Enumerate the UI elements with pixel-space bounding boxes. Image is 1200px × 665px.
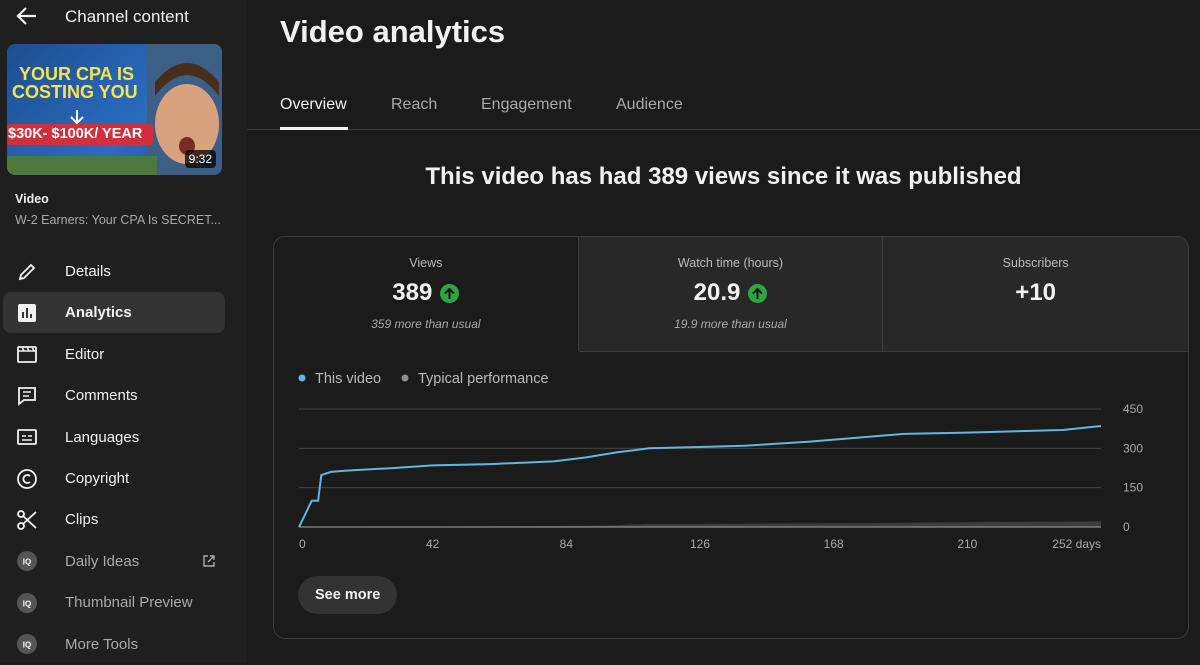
nav-label: Clips xyxy=(65,511,99,529)
metric-tab[interactable]: Watch time (hours) 20.9 19.9 more than usu… xyxy=(578,237,884,352)
thumbnail-headline: COSTING YOU xyxy=(12,82,138,102)
nav-item[interactable]: Clips xyxy=(3,499,225,540)
chart: 0 150 300 450 0 42 84 126 168 210 252 days This vid… xyxy=(298,371,1143,551)
metric-label: Subscribers xyxy=(1002,256,1069,270)
legend-marker xyxy=(298,374,306,382)
summary-headline: This video has had 389 views since it wa… xyxy=(425,163,1022,190)
nav-item[interactable]: Copyright xyxy=(3,458,225,499)
metric-label: Views xyxy=(409,256,443,270)
trend-up-icon xyxy=(440,283,460,303)
nav-label: Languages xyxy=(65,428,140,446)
x-tick-label: 126 xyxy=(690,537,710,551)
metric-value: 20.9 xyxy=(693,279,741,306)
nav-label: Copyright xyxy=(65,470,130,487)
nav-icon xyxy=(17,509,37,530)
nav-item[interactable]: IQ Thumbnail Preview xyxy=(3,582,225,623)
svg-text:IQ: IQ xyxy=(23,641,31,650)
metric-value-row: 389 xyxy=(274,279,578,307)
tab[interactable]: Reach xyxy=(391,96,438,113)
nav-item[interactable]: Comments xyxy=(3,375,225,416)
tab[interactable]: Engagement xyxy=(481,96,572,113)
thumbnail-art xyxy=(7,44,222,175)
nav-item[interactable]: IQ Daily Ideas xyxy=(3,541,225,582)
video-label: Video xyxy=(15,192,49,206)
nav-icon xyxy=(17,429,37,445)
typical-performance-area xyxy=(299,521,1101,527)
nav-icon: IQ xyxy=(17,551,37,572)
nav-label: Thumbnail Preview xyxy=(65,594,193,612)
tab[interactable]: Audience xyxy=(616,96,683,113)
metric-tab[interactable]: Views 389 359 more than usual xyxy=(274,237,579,351)
metric-value: 389 xyxy=(392,279,433,306)
x-tick-label: 168 xyxy=(824,537,844,551)
metric-tab[interactable]: Subscribers +10 xyxy=(883,237,1188,352)
nav-icon xyxy=(18,386,36,406)
metric-value: +10 xyxy=(1015,279,1057,306)
thumbnail-banner: $30K- $100K/ YEAR xyxy=(8,126,143,142)
legend-marker xyxy=(401,374,409,382)
x-tick-label: 84 xyxy=(560,537,574,551)
metric-value-row: +10 xyxy=(883,279,1188,307)
nav-icon: IQ xyxy=(17,592,37,613)
nav-item[interactable]: Editor xyxy=(3,334,225,375)
svg-text:IQ: IQ xyxy=(23,558,31,567)
video-duration: 9:32 xyxy=(184,150,216,168)
analytics-card: Views 389 359 more than usual Watch time (h… xyxy=(273,236,1189,639)
y-tick-label: 0 xyxy=(1123,520,1130,534)
nav-label: More Tools xyxy=(65,635,139,653)
metric-note: 359 more than usual xyxy=(371,317,481,331)
thumbnail-headline: YOUR CPA IS xyxy=(19,64,135,84)
legend-label: This video xyxy=(315,371,381,387)
tab-divider xyxy=(247,129,1200,130)
metric-value-row: 20.9 xyxy=(579,279,883,307)
nav-item[interactable]: IQ More Tools xyxy=(3,624,225,665)
nav-label: Comments xyxy=(65,387,138,405)
y-tick-label: 450 xyxy=(1123,402,1143,416)
x-tick-label: 42 xyxy=(426,537,440,551)
nav-item[interactable]: Languages xyxy=(3,417,225,458)
x-tick-label: 252 days xyxy=(1052,537,1101,551)
nav-icon: IQ xyxy=(17,634,37,655)
video-thumbnail[interactable]: YOUR CPA IS COSTING YOU $30K- $100K/ YEA… xyxy=(7,44,222,175)
nav-icon xyxy=(17,468,37,489)
nav-item[interactable]: Details xyxy=(3,251,225,292)
nav-icon xyxy=(18,303,36,322)
x-tick-label: 0 xyxy=(299,537,306,551)
series-line xyxy=(298,425,1102,528)
nav-item[interactable]: Analytics xyxy=(3,292,225,334)
x-tick-label: 210 xyxy=(957,537,977,551)
nav-label: Analytics xyxy=(65,304,132,322)
trend-up-icon xyxy=(748,283,768,303)
video-title: W-2 Earners: Your CPA Is SECRET... xyxy=(15,213,221,227)
external-link-icon xyxy=(203,555,215,567)
see-more-button[interactable]: See more xyxy=(298,576,398,614)
metric-note: 19.9 more than usual xyxy=(674,317,787,331)
legend-label: Typical performance xyxy=(418,371,549,387)
tab[interactable]: Overview xyxy=(280,96,347,113)
sidebar-title: Channel content xyxy=(65,7,189,26)
y-tick-label: 300 xyxy=(1123,441,1143,455)
page-title: Video analytics xyxy=(280,14,506,49)
nav-icon xyxy=(17,346,37,364)
svg-text:IQ: IQ xyxy=(23,599,31,608)
sidebar: Channel content YOUR CPA IS COSTING YOU … xyxy=(0,0,247,663)
nav-icon xyxy=(18,263,36,280)
tab-indicator xyxy=(280,127,348,130)
nav-label: Daily Ideas xyxy=(65,552,140,570)
y-tick-label: 150 xyxy=(1123,481,1143,495)
nav-label: Editor xyxy=(65,345,105,363)
back-button[interactable] xyxy=(16,6,38,26)
nav-label: Details xyxy=(65,263,111,280)
metric-label: Watch time (hours) xyxy=(677,256,784,270)
